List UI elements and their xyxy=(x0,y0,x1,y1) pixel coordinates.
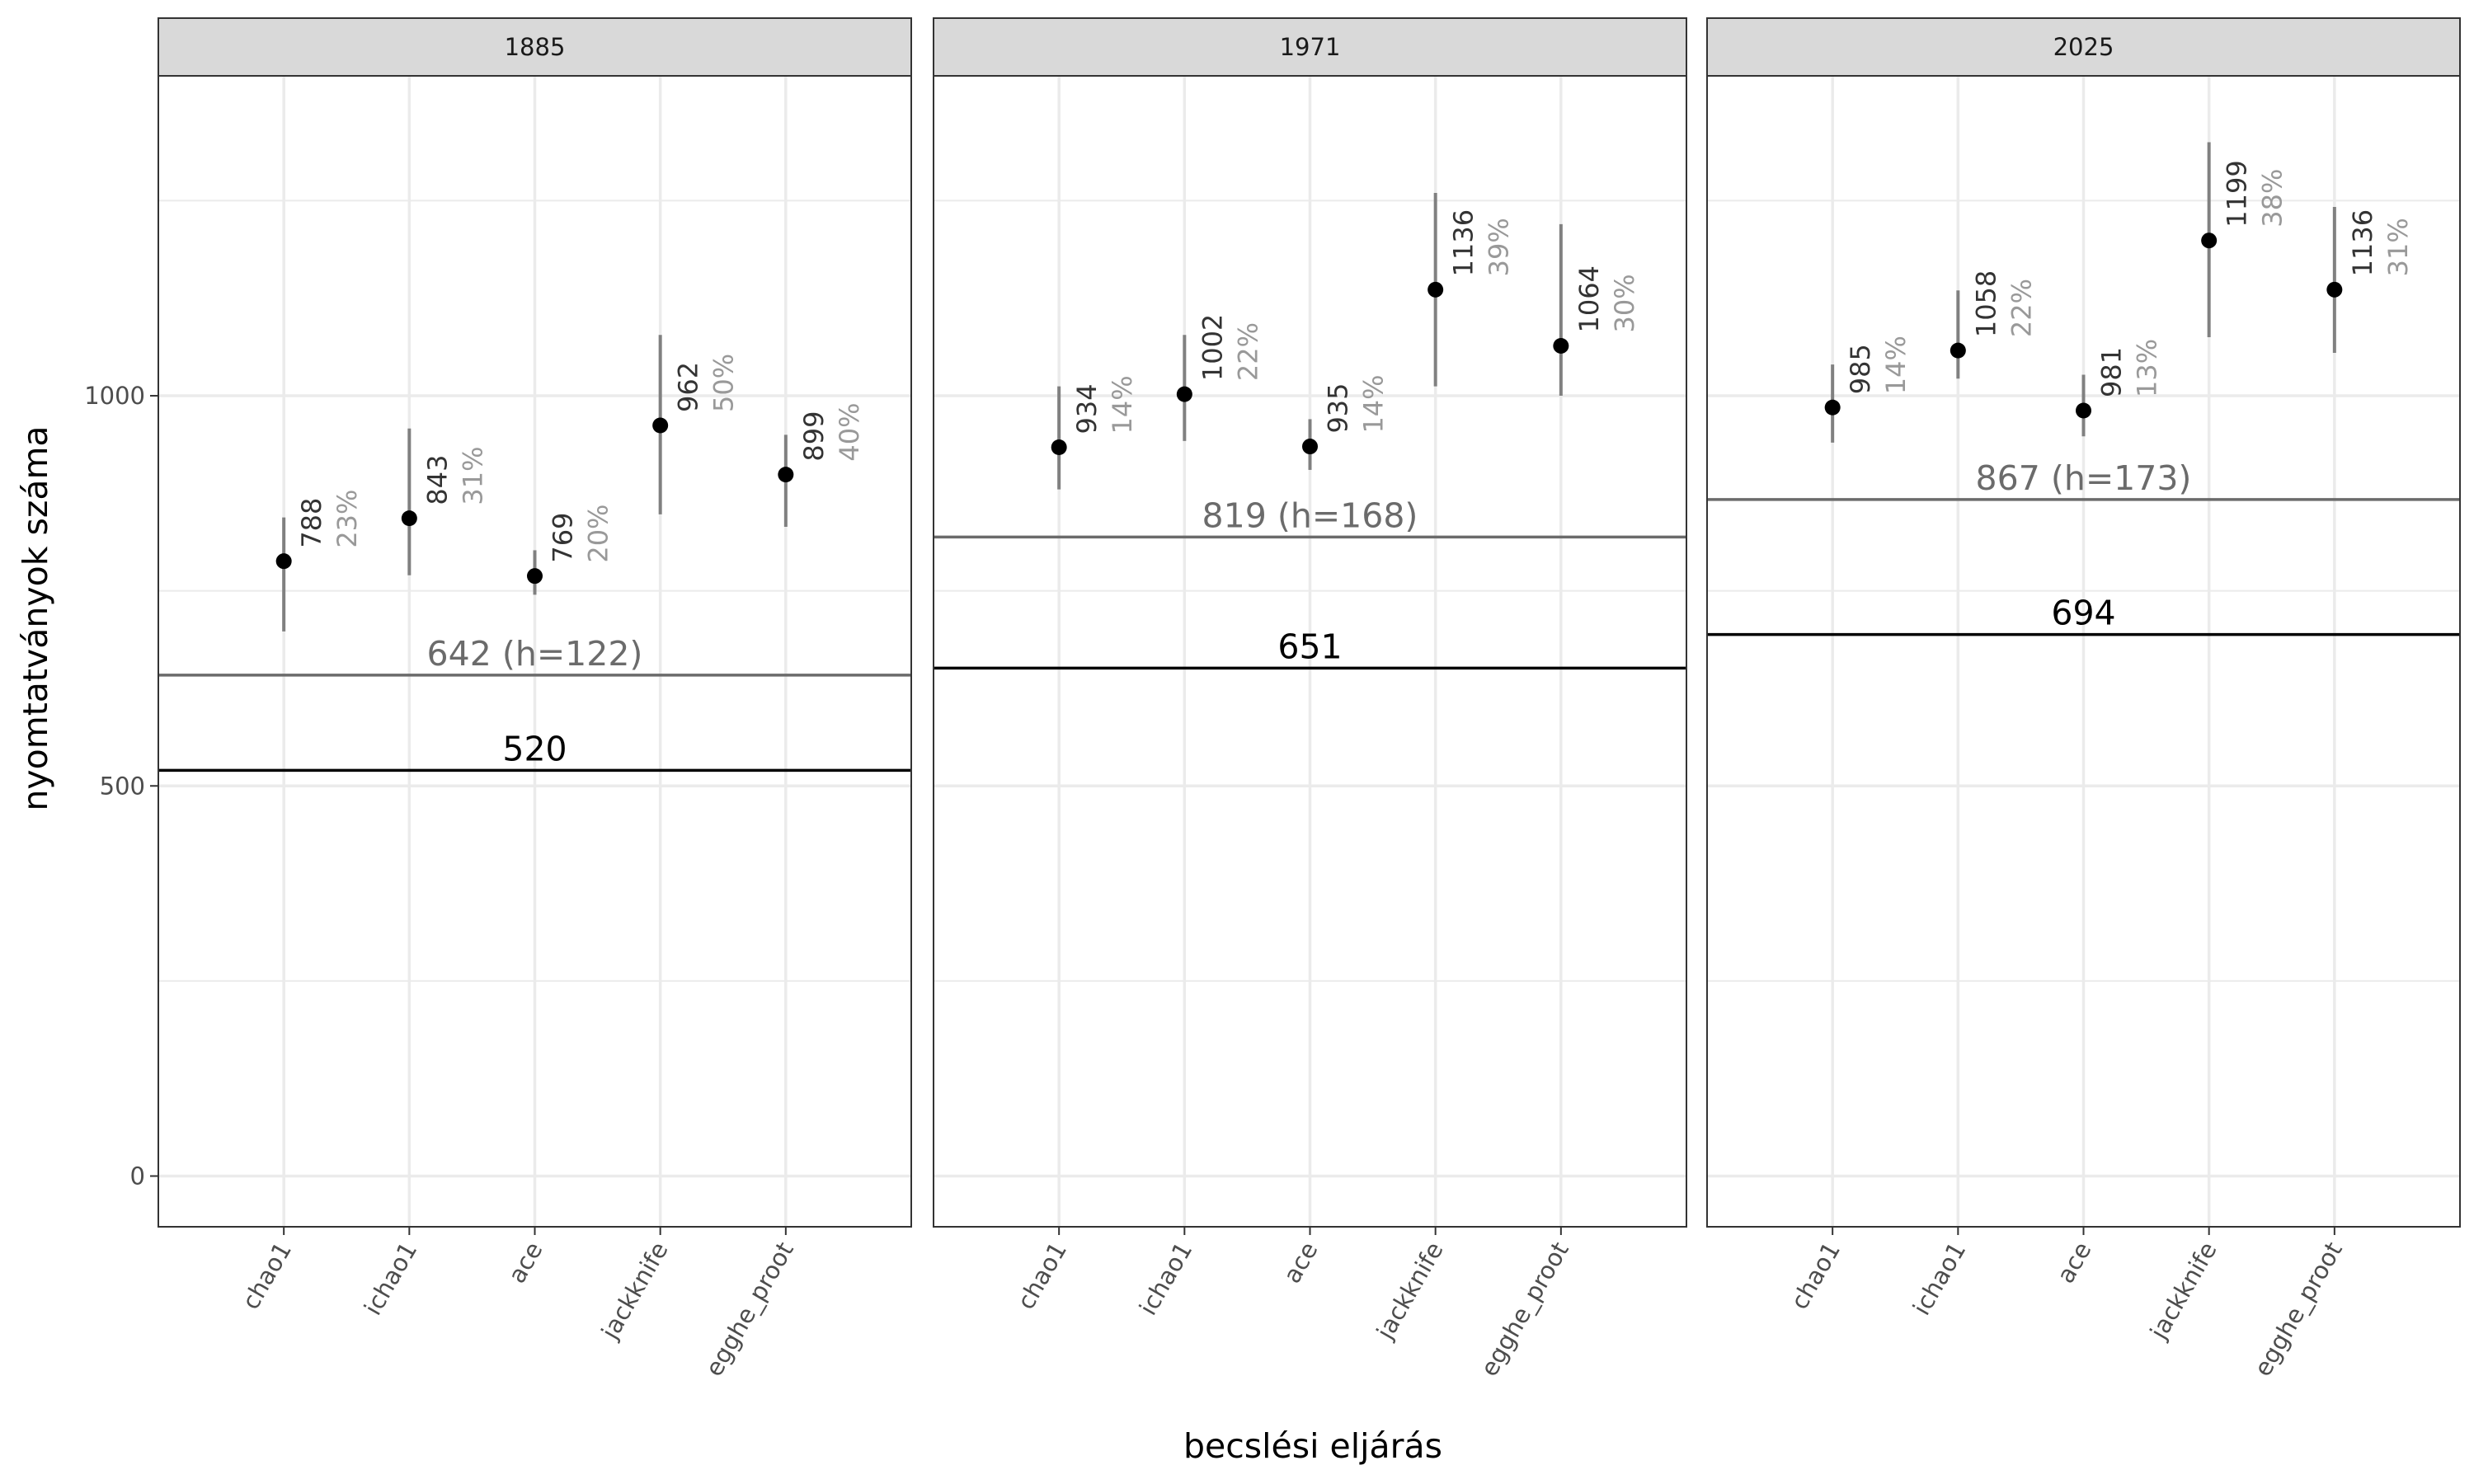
x-tick-label: jackknife xyxy=(2144,1237,2222,1345)
h-reference-label: 867 (h=173) xyxy=(1976,458,2192,498)
x-tick-label: chao1 xyxy=(237,1237,298,1314)
value-label: 788 xyxy=(296,498,327,548)
x-tick-label: ace xyxy=(2051,1237,2096,1289)
percent-label: 14% xyxy=(1358,374,1390,433)
percent-label: 20% xyxy=(583,505,614,563)
data-point xyxy=(527,568,543,585)
percent-label: 14% xyxy=(1880,336,1912,394)
observed-reference-label: 694 xyxy=(2051,594,2115,633)
percent-label: 22% xyxy=(2006,279,2037,337)
y-tick-label: 1000 xyxy=(84,382,145,410)
value-label: 769 xyxy=(548,513,579,563)
facet-strip-label: 1971 xyxy=(1280,33,1341,61)
value-label: 899 xyxy=(798,411,830,462)
percent-label: 23% xyxy=(332,490,363,548)
percent-label: 30% xyxy=(1609,274,1640,332)
percent-label: 31% xyxy=(2382,218,2414,276)
h-reference-label: 819 (h=168) xyxy=(1202,495,1418,535)
percent-label: 31% xyxy=(457,447,488,505)
y-tick-label: 0 xyxy=(130,1162,145,1190)
y-tick-label: 500 xyxy=(100,772,145,800)
value-label: 935 xyxy=(1323,383,1354,433)
x-tick-label: egghe_proot xyxy=(699,1237,798,1382)
x-tick-label: chao1 xyxy=(1012,1237,1073,1314)
x-tick-label: ace xyxy=(502,1237,548,1289)
value-label: 1058 xyxy=(1970,270,2001,337)
data-point xyxy=(401,510,417,527)
facet-panel-2025: 2025 867 (h=173) 694 985 14% 1058 22% 981 13% 119… xyxy=(1706,17,2461,1382)
data-point xyxy=(778,467,794,483)
y-axis-title: nyomtatványok száma xyxy=(16,425,55,810)
data-point xyxy=(1302,439,1318,455)
x-tick-label: chao1 xyxy=(1785,1237,1846,1314)
percent-label: 22% xyxy=(1232,322,1263,381)
data-point xyxy=(2326,281,2343,298)
facet-strip xyxy=(158,17,912,77)
data-point xyxy=(1176,386,1192,402)
percent-label: 38% xyxy=(2257,169,2288,228)
value-label: 981 xyxy=(2096,347,2128,397)
h-reference-label: 642 (h=122) xyxy=(427,634,643,674)
facet-strip xyxy=(1706,17,2461,77)
x-axis-title: becslési eljárás xyxy=(1183,1426,1442,1466)
x-tick-label: egghe_proot xyxy=(1475,1237,1573,1382)
percent-label: 13% xyxy=(2132,339,2163,397)
percent-label: 14% xyxy=(1107,375,1138,434)
value-label: 1199 xyxy=(2222,160,2253,227)
data-point xyxy=(1051,439,1067,456)
x-tick-label: egghe_proot xyxy=(2248,1237,2347,1382)
observed-reference-label: 651 xyxy=(1277,627,1342,666)
data-point xyxy=(1950,342,1966,359)
data-point xyxy=(1427,281,1444,298)
x-tick-label: ace xyxy=(1277,1237,1323,1289)
observed-reference-label: 520 xyxy=(502,729,567,768)
x-tick-label: ichao1 xyxy=(1134,1237,1198,1320)
value-label: 1064 xyxy=(1573,265,1605,332)
percent-label: 50% xyxy=(708,354,740,412)
value-label: 985 xyxy=(1845,344,1876,394)
facet-strip-label: 1885 xyxy=(505,33,566,61)
percent-label: 39% xyxy=(1484,218,1515,276)
value-label: 843 xyxy=(421,455,453,505)
data-point xyxy=(1824,399,1841,416)
percent-label: 40% xyxy=(834,403,865,462)
x-tick-label: ichao1 xyxy=(359,1237,423,1320)
value-label: 962 xyxy=(673,362,704,412)
x-tick-label: jackknife xyxy=(1371,1237,1449,1345)
x-tick-label: jackknife xyxy=(595,1237,674,1345)
value-label: 1136 xyxy=(1448,209,1479,276)
data-point xyxy=(2076,402,2091,419)
data-point xyxy=(275,553,292,570)
data-point xyxy=(2201,232,2218,249)
value-label: 1002 xyxy=(1197,314,1228,381)
data-point xyxy=(1553,337,1569,354)
x-tick-label: ichao1 xyxy=(1907,1237,1972,1320)
value-label: 934 xyxy=(1071,383,1103,434)
value-label: 1136 xyxy=(2347,209,2378,276)
facet-panel-1885: 1885 642 (h=122) 520 788 23% 843 31% 769 20% 962 5… xyxy=(158,17,912,1382)
data-point xyxy=(652,417,669,434)
facet-strip-label: 2025 xyxy=(2053,33,2114,61)
